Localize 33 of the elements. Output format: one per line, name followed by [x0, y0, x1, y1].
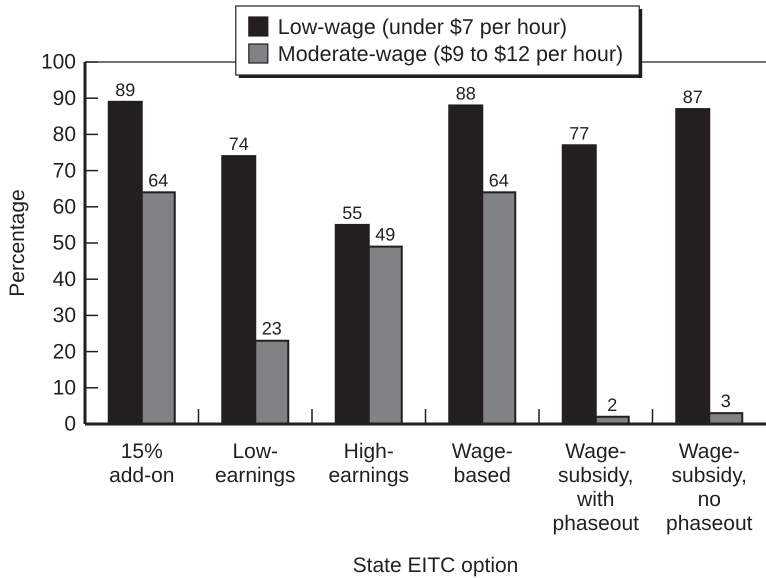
data-label: 77 [569, 123, 590, 144]
data-label: 23 [262, 318, 282, 339]
x-tick-label: Low- earnings [214, 440, 296, 487]
data-label: 64 [148, 170, 168, 190]
data-label: 3 [720, 391, 731, 412]
y-tick-label: 40 [52, 268, 76, 291]
data-label: 87 [682, 87, 703, 108]
y-tick-label: 50 [52, 232, 76, 255]
x-tick-label: High- earnings [328, 440, 410, 487]
data-label: 49 [375, 224, 396, 245]
x-tick-label: 15% add-on [109, 440, 174, 487]
data-label: 74 [228, 134, 249, 154]
y-tick-label: 60 [52, 196, 76, 219]
y-tick-label: 20 [52, 340, 76, 364]
x-axis-title: State EITC option [352, 554, 518, 577]
y-tick-label: 100 [40, 50, 76, 74]
x-tick-label: Wage- based [452, 440, 513, 487]
y-axis-title: Percentage [6, 189, 29, 297]
y-tick-label: 10 [52, 376, 76, 400]
data-label: 2 [607, 394, 618, 415]
data-label: 55 [342, 202, 362, 223]
y-tick-label: 0 [64, 412, 76, 436]
data-label: 64 [488, 170, 509, 190]
y-tick-label: 30 [52, 304, 76, 328]
legend-label: Moderate-wage ($9 to $12 per hour) [278, 42, 624, 66]
x-tick-label: Wage- subsidy, no phaseout [666, 440, 753, 535]
data-label: 89 [115, 80, 136, 100]
legend-label: Low-wage (under $7 per hour) [278, 15, 568, 39]
y-tick-label: 70 [52, 159, 76, 182]
y-tick-label: 90 [52, 86, 76, 110]
y-tick-label: 80 [52, 123, 76, 146]
data-label: 88 [456, 83, 476, 104]
x-tick-label: Wage- subsidy, with phaseout [552, 440, 640, 535]
